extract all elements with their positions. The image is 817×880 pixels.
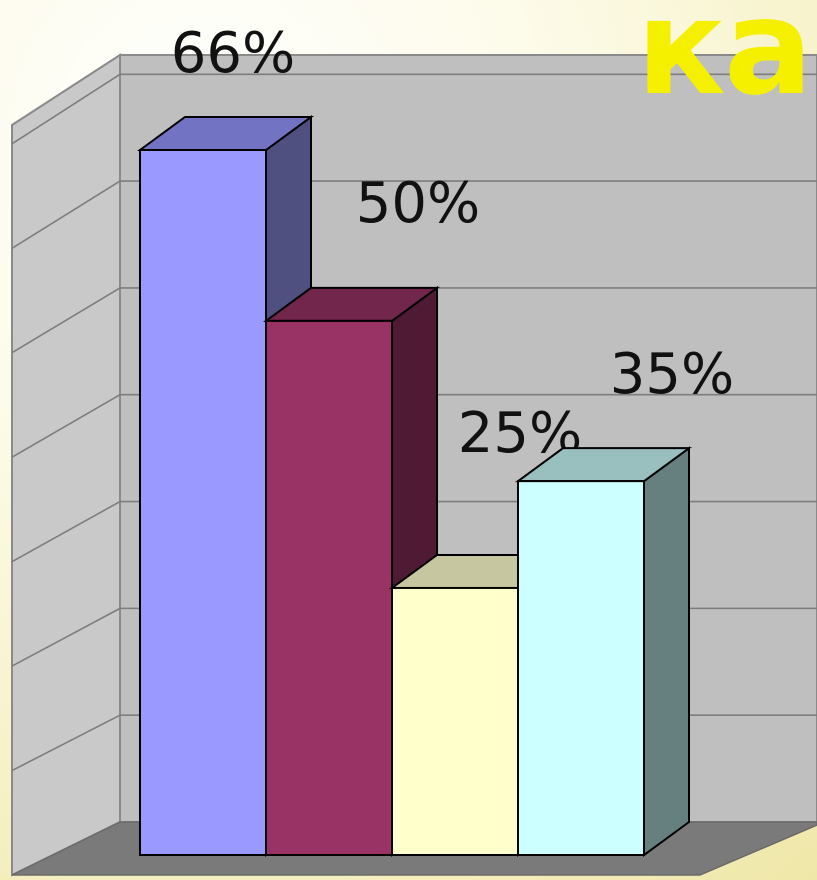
corner-text: ка: [636, 0, 813, 125]
bar: [517, 480, 645, 856]
side-gridline: [11, 73, 121, 145]
side-gridline: [11, 607, 121, 667]
side-gridline: [11, 394, 121, 458]
side-gridline: [11, 287, 121, 354]
side-wall: [11, 53, 121, 877]
bar: [391, 586, 519, 856]
bar: [265, 319, 393, 856]
side-gridline: [11, 180, 121, 249]
bar: [139, 149, 267, 856]
data-label: 35%: [610, 342, 734, 407]
side-gridline: [11, 500, 121, 563]
data-label: 66%: [171, 21, 295, 86]
bar-side: [643, 446, 690, 857]
data-label: 50%: [356, 171, 480, 236]
side-gridline: [11, 714, 121, 772]
